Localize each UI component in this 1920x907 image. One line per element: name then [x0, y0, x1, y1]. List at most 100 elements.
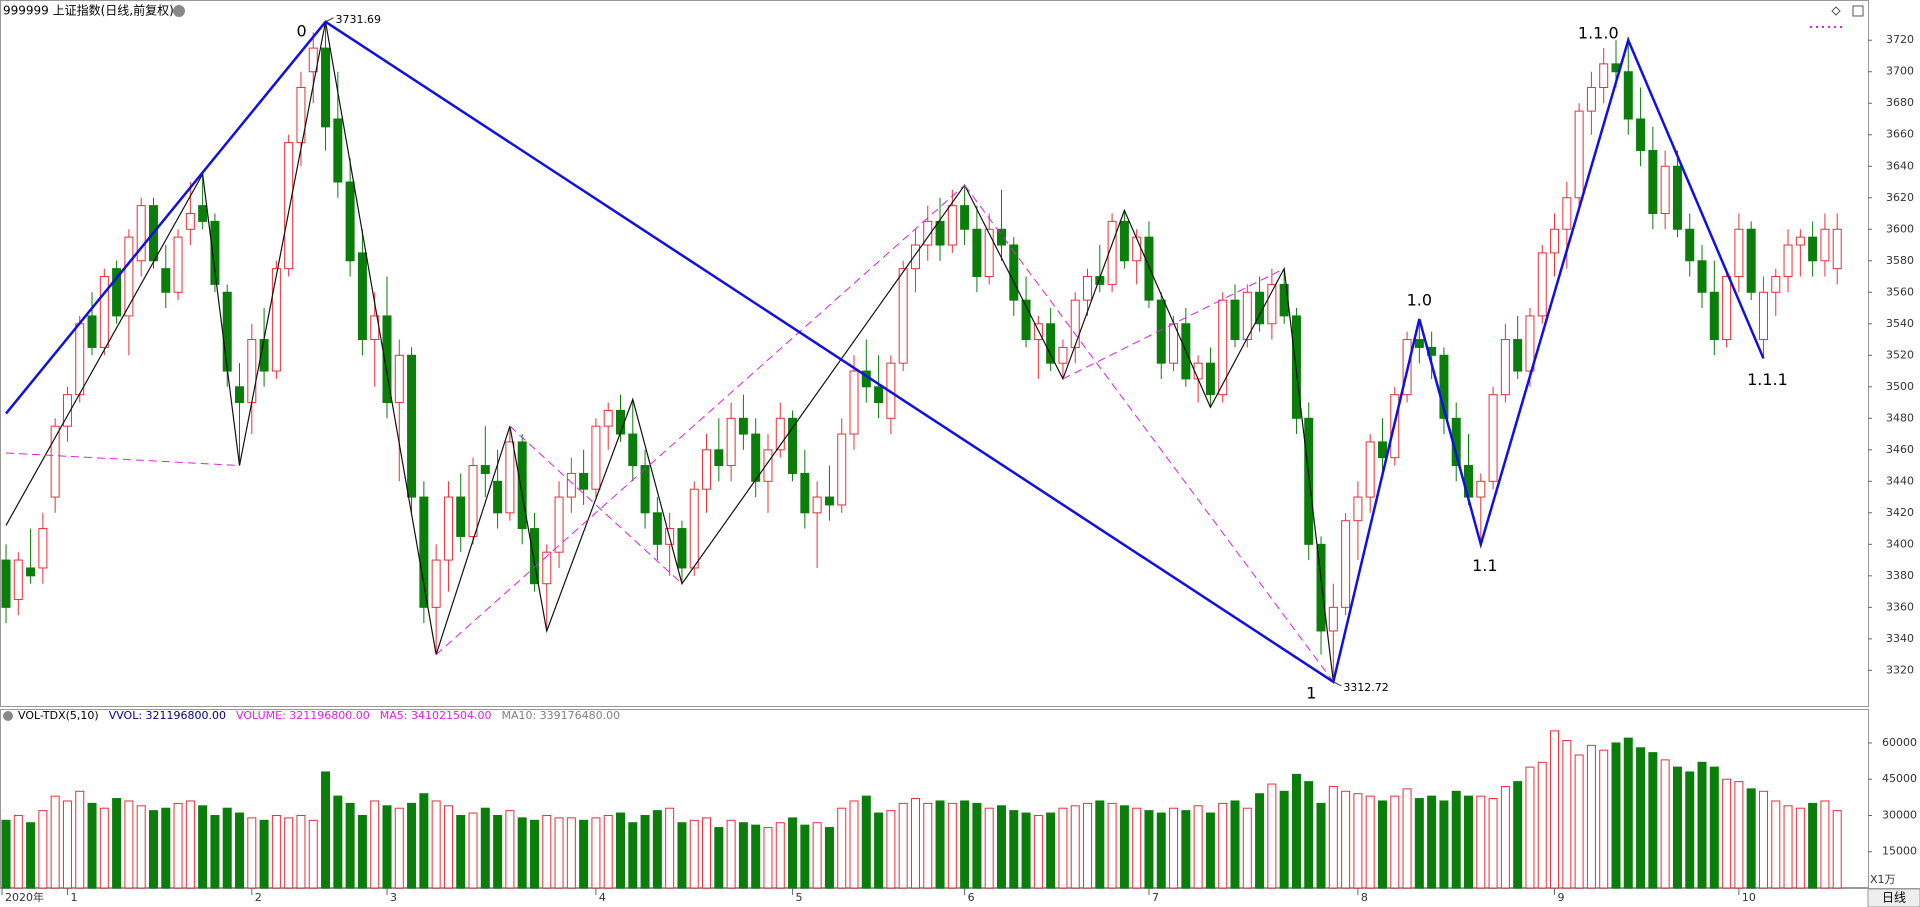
candle-body [1341, 520, 1351, 608]
candle-body [616, 409, 625, 435]
candle-body [62, 394, 72, 427]
candle-body [1500, 339, 1510, 396]
candle-body [333, 118, 343, 183]
wave-label: 1.1.1 [1747, 370, 1788, 389]
candle-body [1009, 244, 1019, 301]
candle-body [1648, 150, 1658, 215]
candle-body [849, 370, 859, 435]
volume-bar [1, 819, 11, 889]
x-tick-label: 10 [1742, 891, 1756, 904]
volume-bar [1255, 793, 1265, 889]
candle-body [198, 205, 208, 222]
volume-bar [591, 817, 601, 889]
candle-body [1574, 110, 1584, 199]
candle-body [1107, 220, 1117, 285]
candle-body [1328, 606, 1338, 632]
volume-bar [910, 798, 920, 889]
candle-body [1046, 323, 1056, 364]
volume-bar [652, 810, 662, 889]
volume-bar [13, 814, 23, 889]
volume-bar [972, 802, 982, 889]
candle-body [1316, 543, 1326, 632]
volume-bar [456, 814, 466, 889]
volume-bar [1304, 781, 1314, 889]
volume-bar [284, 817, 294, 889]
y-tick-label: 3620 [1886, 191, 1914, 204]
period-tab-label: 日线 [1882, 891, 1906, 905]
volume-bar [161, 807, 171, 889]
volume-bar [566, 817, 576, 889]
volume-bar [1795, 807, 1805, 889]
volume-bar [1377, 800, 1387, 889]
candle-body [923, 220, 933, 246]
volume-bar [1390, 795, 1400, 889]
volume-bar [689, 819, 699, 889]
volume-bar [665, 807, 675, 889]
candle-body [505, 441, 515, 514]
candle-body [480, 465, 490, 474]
volume-bar [99, 807, 109, 889]
volume-bar [1451, 790, 1461, 889]
candle-body [1144, 236, 1154, 301]
candle-body [394, 354, 404, 404]
volume-bar [1218, 802, 1228, 889]
candle-body [1562, 197, 1572, 230]
wave-line-dashed [1062, 268, 1285, 380]
candle-body [1623, 71, 1633, 120]
volume-menu[interactable] [3, 711, 13, 721]
candle-body [1218, 299, 1228, 396]
volume-bar [960, 800, 970, 889]
volume-bar [677, 822, 687, 889]
volume-bar [468, 812, 478, 889]
volume-bar [738, 822, 748, 889]
candle-body [173, 236, 183, 293]
candle-body [935, 220, 945, 246]
extreme-label: 3312.72 [1343, 681, 1389, 694]
volume-bar [714, 827, 724, 889]
candle-body [1377, 441, 1387, 459]
candle-body [566, 472, 576, 498]
candle-body [579, 472, 589, 490]
candle-body [136, 205, 146, 262]
candle-body [1513, 339, 1523, 372]
volume-bar [1291, 773, 1301, 889]
volume-bar [1685, 771, 1695, 889]
y-tick-label: 3440 [1886, 474, 1914, 487]
candle-body [1537, 252, 1547, 317]
volume-panel [0, 709, 1869, 888]
candle-body [1550, 228, 1560, 254]
volume-bar [407, 802, 417, 889]
volume-bar [1746, 788, 1756, 889]
volume-bar [751, 824, 761, 889]
candle-body [1758, 291, 1768, 341]
y-tick-label: 3640 [1886, 159, 1914, 172]
volume-bar [1832, 810, 1842, 889]
y-tick-label: 3520 [1886, 348, 1914, 361]
volume-bar [357, 814, 367, 889]
icon-square[interactable] [1852, 5, 1864, 17]
candle-body [87, 315, 97, 348]
volume-bar [886, 810, 896, 889]
candle-body [996, 228, 1006, 246]
candle-body [161, 268, 171, 293]
candle-body [419, 496, 429, 608]
candle-body [1083, 276, 1093, 301]
volume-bar [1513, 781, 1523, 889]
candle-body [185, 213, 195, 230]
y-tick-label: 3560 [1886, 285, 1914, 298]
candle-body [640, 465, 650, 514]
candle-body [763, 449, 773, 482]
icon-diamond[interactable] [1831, 6, 1841, 16]
volume-bar [1402, 788, 1412, 889]
candle-body [1070, 299, 1080, 348]
period-tab[interactable] [1867, 888, 1920, 907]
volume-tick-label: 60000 [1882, 736, 1917, 749]
x-tick-label: 2 [255, 891, 262, 904]
volume-bar [1537, 761, 1547, 889]
volume-bar [431, 800, 441, 889]
candle-body [210, 220, 220, 285]
title-menu[interactable] [173, 5, 185, 17]
candle-body [1771, 276, 1781, 293]
candle-body [800, 472, 810, 514]
